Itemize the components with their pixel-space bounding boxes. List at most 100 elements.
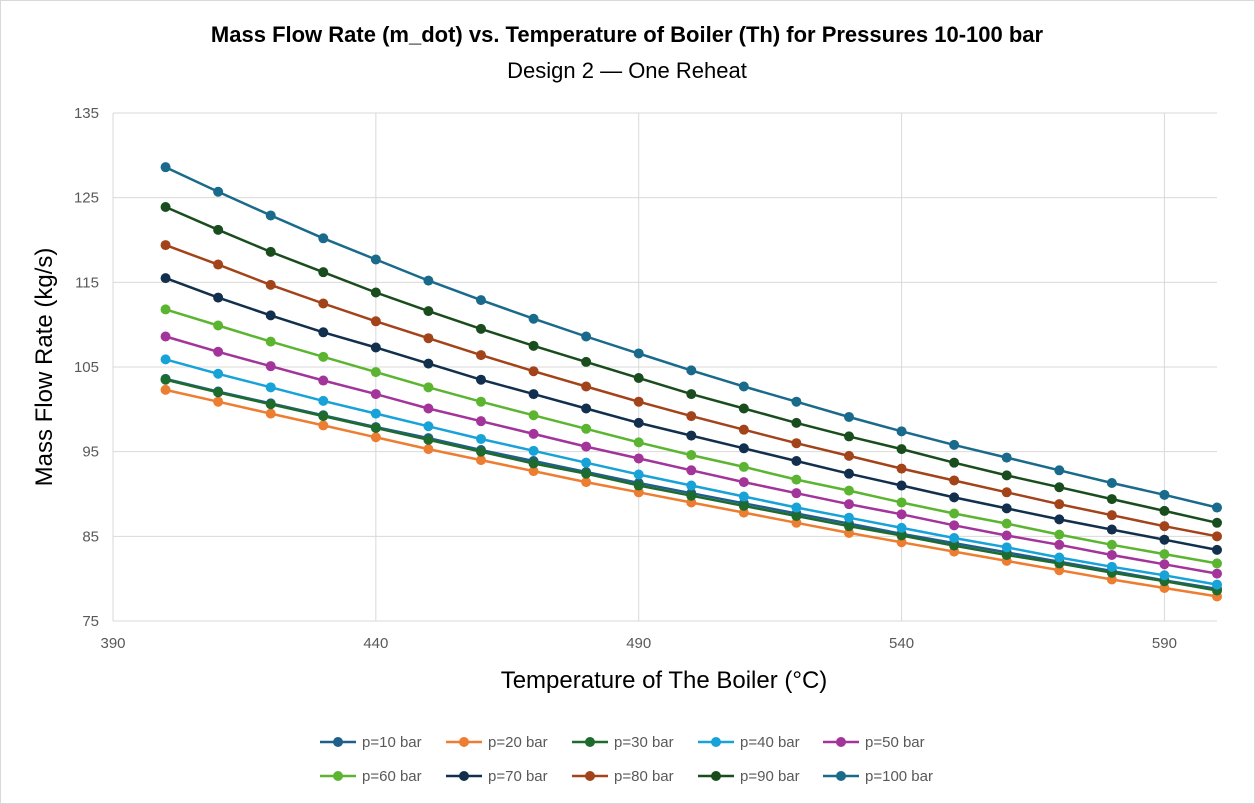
data-point [213, 224, 224, 235]
data-point [686, 389, 697, 400]
data-point [896, 444, 907, 455]
data-point [1159, 559, 1170, 570]
data-point [1159, 489, 1170, 500]
data-point [265, 210, 276, 221]
data-point [949, 492, 960, 503]
data-point [160, 240, 171, 251]
data-point [318, 298, 329, 309]
data-point [423, 382, 434, 393]
data-point [1212, 517, 1222, 528]
data-point [738, 491, 749, 502]
data-point [160, 374, 171, 385]
y-tick-label: 75 [82, 613, 99, 630]
data-point [213, 186, 224, 197]
series-8 [160, 240, 1222, 542]
y-axis-ticks: 75 85 95 105 115 125 135 [74, 105, 99, 630]
data-point [528, 366, 539, 377]
data-point [1001, 470, 1012, 481]
data-point [423, 333, 434, 344]
data-point [686, 480, 697, 491]
data-point [160, 304, 171, 315]
data-point [949, 439, 960, 450]
data-point [1001, 530, 1012, 541]
data-point [318, 411, 329, 422]
data-point [1212, 544, 1222, 555]
x-axis-ticks: 390 440 490 540 590 [100, 635, 1176, 652]
data-point [213, 396, 224, 407]
data-point [528, 466, 539, 477]
data-point [581, 477, 592, 488]
data-point [1212, 502, 1222, 513]
data-point [528, 389, 539, 400]
data-point [1212, 568, 1222, 579]
legend-label: p=30 bar [614, 734, 674, 751]
gridlines [112, 112, 1217, 622]
data-point [370, 422, 381, 433]
data-point [581, 457, 592, 468]
data-point [318, 420, 329, 431]
data-point [423, 444, 434, 455]
data-point [844, 411, 854, 422]
data-point [476, 416, 486, 427]
data-point [791, 417, 802, 428]
series-5 [160, 331, 1222, 579]
y-tick-label: 85 [82, 528, 99, 545]
data-point [1212, 558, 1222, 569]
data-point [265, 361, 276, 372]
data-point [844, 485, 854, 496]
data-point [1106, 539, 1117, 550]
data-point [686, 365, 697, 376]
data-point [265, 336, 276, 347]
legend-item: p=80 bar [572, 768, 674, 785]
data-point [265, 279, 276, 290]
data-point [213, 368, 224, 379]
data-point [1054, 529, 1065, 540]
series-line [165, 205, 1218, 525]
data-point [791, 396, 802, 407]
data-point [1159, 549, 1170, 560]
x-tick-label: 590 [1152, 635, 1177, 652]
data-point [791, 488, 802, 499]
data-point [633, 437, 644, 448]
data-point [581, 423, 592, 434]
data-point [581, 381, 592, 392]
legend-item: p=30 bar [572, 734, 674, 751]
data-point [213, 387, 224, 398]
data-point [896, 497, 907, 508]
data-point [370, 342, 381, 353]
legend-label: p=100 bar [865, 768, 933, 785]
legend-label: p=90 bar [740, 768, 800, 785]
legend-item: p=100 bar [823, 768, 933, 785]
data-point [581, 441, 592, 452]
legend-label: p=10 bar [362, 734, 422, 751]
data-point [370, 316, 381, 327]
data-point [423, 358, 434, 369]
legend-item: p=90 bar [698, 768, 800, 785]
series-9 [160, 201, 1222, 528]
data-point [476, 295, 486, 306]
data-point [896, 530, 907, 541]
data-point [738, 477, 749, 488]
data-point [213, 320, 224, 331]
legend-item: p=10 bar [320, 734, 422, 751]
data-point [318, 233, 329, 244]
data-point [160, 201, 171, 212]
data-point [686, 490, 697, 501]
data-point [581, 403, 592, 414]
data-point [1159, 505, 1170, 516]
legend-label: p=40 bar [740, 734, 800, 751]
legend-item: p=60 bar [320, 768, 422, 785]
data-point [581, 356, 592, 367]
data-point [1159, 521, 1170, 532]
data-point [791, 511, 802, 522]
data-point [370, 287, 381, 298]
data-point [686, 450, 697, 461]
data-point [1159, 534, 1170, 545]
data-point [1054, 514, 1065, 525]
data-point [1106, 561, 1117, 572]
data-point [318, 395, 329, 406]
data-point [476, 374, 486, 385]
data-point [528, 428, 539, 439]
series-layer [160, 162, 1222, 602]
